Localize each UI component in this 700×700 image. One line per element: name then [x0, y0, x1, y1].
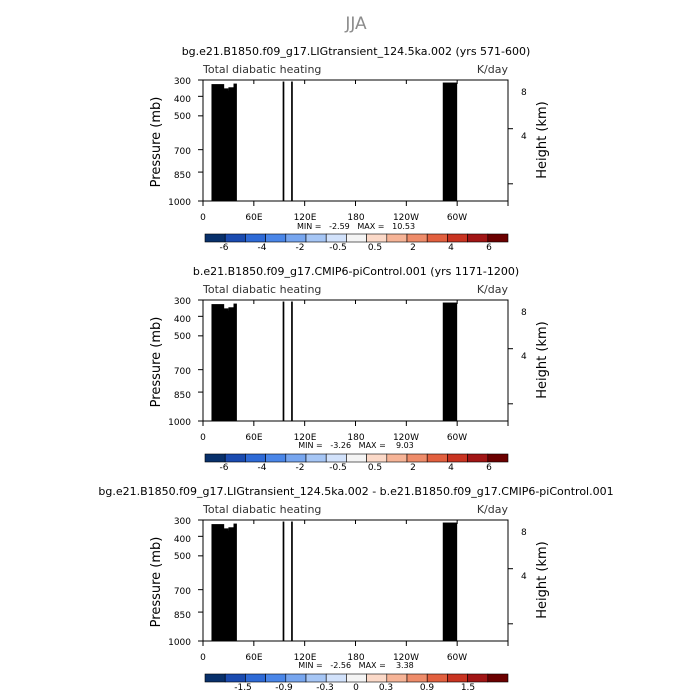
- panel-1-right-label: K/day: [477, 63, 509, 76]
- panel-1-left-label: Total diabatic heating: [202, 63, 321, 76]
- panel-1-title: bg.e21.B1850.f09_g17.LIGtransient_124.5k…: [182, 45, 531, 58]
- panel-1: bg.e21.B1850.f09_g17.LIGtransient_124.5k…: [149, 45, 550, 253]
- figure-title: JJA: [344, 14, 367, 34]
- panel-1-field: [211, 81, 458, 201]
